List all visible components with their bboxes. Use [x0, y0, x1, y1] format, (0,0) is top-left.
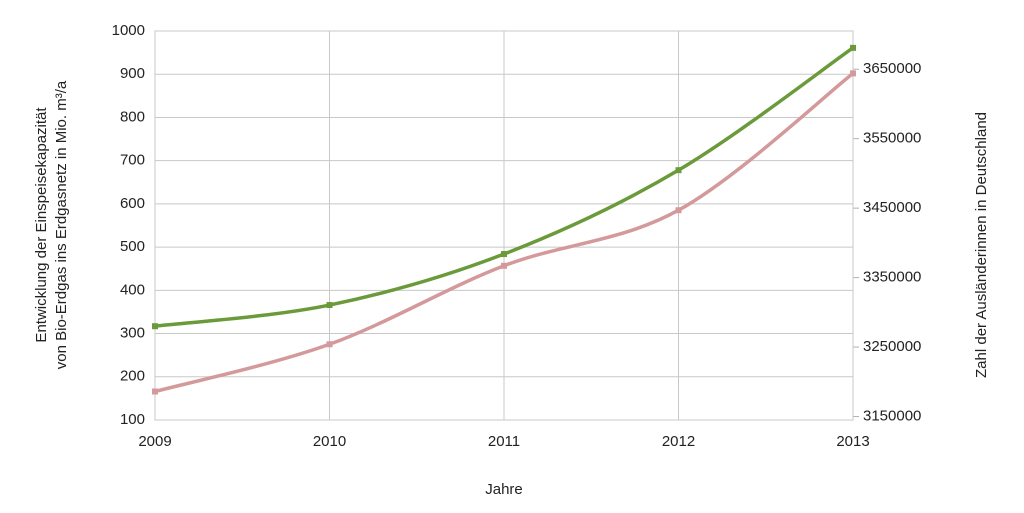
y2-tick-label: 3450000 — [863, 199, 921, 216]
point — [152, 323, 158, 330]
y2-tick-label: 3150000 — [863, 407, 921, 424]
x-tick-label: 2012 — [662, 433, 695, 450]
x-tick-label: 2009 — [138, 433, 171, 450]
y-tick-label: 600 — [120, 195, 145, 212]
y-axis-label: von Bio-Erdgas ins Erdgasnetz in Mio. m³… — [53, 80, 70, 369]
y-tick-label: 500 — [120, 238, 145, 255]
x-tick-label: 2010 — [313, 433, 346, 450]
y-tick-label: 300 — [120, 325, 145, 342]
y-tick-label: 900 — [120, 65, 145, 82]
point — [675, 167, 682, 174]
y-tick-label: 1000 — [112, 22, 145, 39]
y2-tick-label: 3550000 — [863, 130, 921, 147]
point — [152, 388, 158, 395]
point — [675, 207, 682, 214]
x-tick-label: 2013 — [836, 433, 869, 450]
point — [501, 262, 507, 269]
y2-tick-label: 3350000 — [863, 269, 921, 286]
x-tick-label: 2011 — [488, 433, 520, 450]
point — [326, 341, 333, 348]
y-tick-label: 200 — [120, 368, 145, 385]
y2-axis-label: Zahl der Ausländerinnen in Deutschland — [973, 112, 990, 378]
x-axis-label: Jahre — [485, 481, 523, 498]
y-tick-label: 400 — [120, 281, 145, 298]
point — [850, 70, 856, 77]
y-tick-label: 800 — [120, 108, 145, 125]
point — [326, 302, 333, 309]
y-tick-label: 700 — [120, 152, 145, 169]
y-axis-label: Entwicklung der Einspeisekapazität — [33, 107, 50, 343]
y2-tick-label: 3250000 — [863, 338, 921, 355]
y-tick-label: 100 — [120, 411, 145, 428]
y2-tick-label: 3650000 — [863, 60, 921, 77]
point — [850, 44, 856, 51]
point — [501, 251, 507, 258]
